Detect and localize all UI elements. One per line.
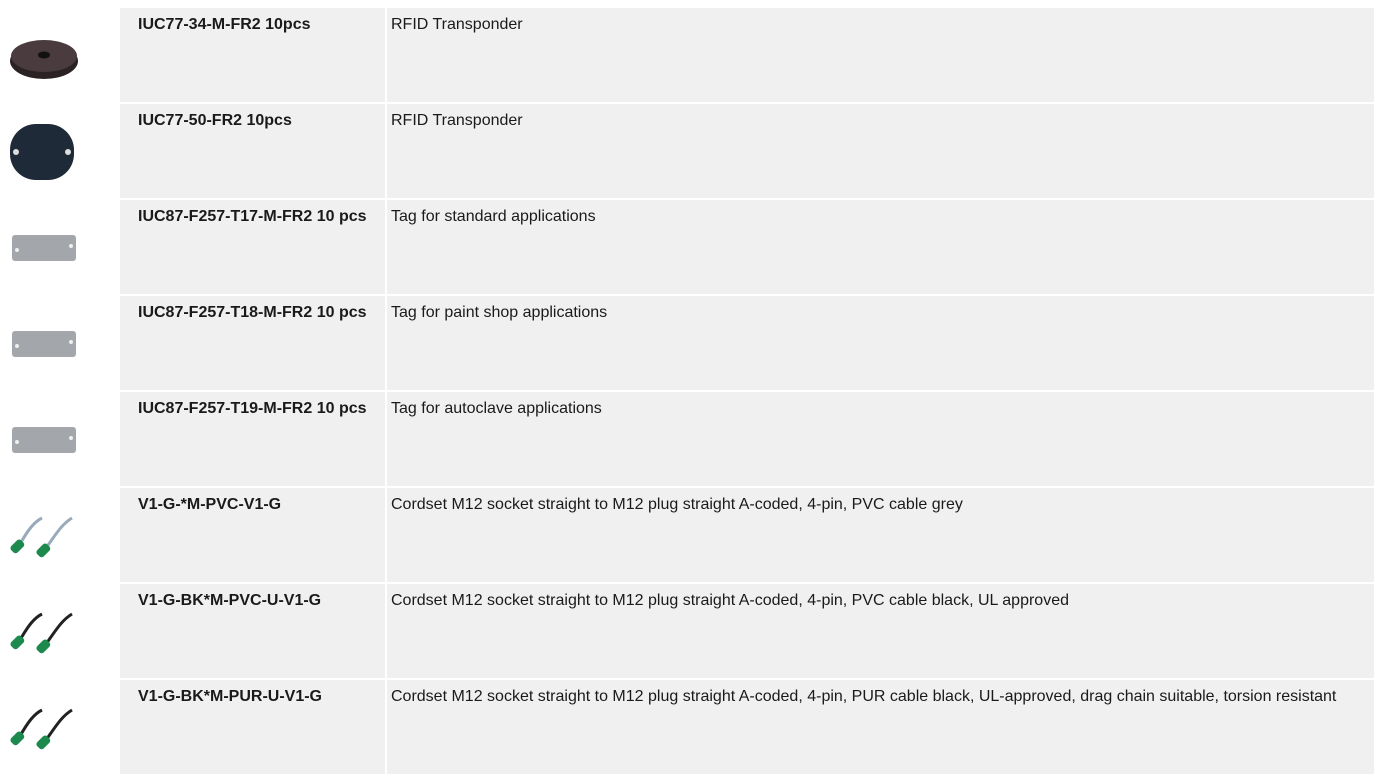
product-description: Cordset M12 socket straight to M12 plug …	[387, 680, 1374, 774]
product-name: IUC87-F257-T18-M-FR2 10 pcs	[120, 296, 387, 390]
row: V1-G-BK*M-PUR-U-V1-G Cordset M12 socket …	[0, 680, 1374, 774]
row: IUC87-F257-T18-M-FR2 10 pcs Tag for pain…	[0, 296, 1374, 390]
product-description: RFID Transponder	[387, 8, 1374, 102]
tag-icon	[12, 427, 76, 453]
row: IUC87-F257-T17-M-FR2 10 pcs Tag for stan…	[0, 200, 1374, 294]
product-description: Tag for autoclave applications	[387, 392, 1374, 486]
image-cell	[0, 8, 120, 102]
cable-icon	[10, 516, 73, 558]
product-description: Tag for paint shop applications	[387, 296, 1374, 390]
image-cell	[0, 392, 120, 486]
product-description: Cordset M12 socket straight to M12 plug …	[387, 488, 1374, 582]
page: {"rows": [ {"name": "IUC77-34-M-FR2 10pc…	[10, 8, 1374, 774]
cable-icon	[10, 612, 73, 654]
product-name: IUC87-F257-T17-M-FR2 10 pcs	[120, 200, 387, 294]
row: IUC77-50-FR2 10pcs RFID Transponder	[0, 104, 1374, 198]
image-cell	[0, 584, 120, 678]
row: V1-G-BK*M-PVC-U-V1-G Cordset M12 socket …	[0, 584, 1374, 678]
product-name: IUC87-F257-T19-M-FR2 10 pcs	[120, 392, 387, 486]
product-table: IUC77-34-M-FR2 10pcs RFID Transponder IU…	[0, 6, 1374, 776]
product-description: Cordset M12 socket straight to M12 plug …	[387, 584, 1374, 678]
product-name: V1-G-*M-PVC-V1-G	[120, 488, 387, 582]
row: IUC77-34-M-FR2 10pcs RFID Transponder	[0, 8, 1374, 102]
product-name: IUC77-34-M-FR2 10pcs	[120, 8, 387, 102]
image-cell	[0, 296, 120, 390]
image-cell	[0, 104, 120, 198]
disc-icon	[10, 40, 78, 79]
round-tag-icon	[10, 124, 74, 180]
image-cell	[0, 488, 120, 582]
image-cell	[0, 200, 120, 294]
row: IUC87-F257-T19-M-FR2 10 pcs Tag for auto…	[0, 392, 1374, 486]
row: V1-G-*M-PVC-V1-G Cordset M12 socket stra…	[0, 488, 1374, 582]
image-cell	[0, 680, 120, 774]
product-name: V1-G-BK*M-PVC-U-V1-G	[120, 584, 387, 678]
cable-icon	[10, 708, 73, 750]
tag-icon	[12, 235, 76, 261]
tag-icon	[12, 331, 76, 357]
product-name: V1-G-BK*M-PUR-U-V1-G	[120, 680, 387, 774]
product-description: RFID Transponder	[387, 104, 1374, 198]
product-description: Tag for standard applications	[387, 200, 1374, 294]
product-name: IUC77-50-FR2 10pcs	[120, 104, 387, 198]
